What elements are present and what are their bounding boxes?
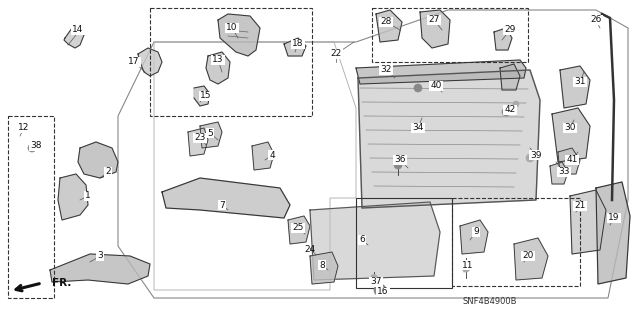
Text: 8: 8 xyxy=(319,261,325,270)
Text: 21: 21 xyxy=(574,202,586,211)
Bar xyxy=(356,198,452,288)
Text: 16: 16 xyxy=(377,287,388,296)
Polygon shape xyxy=(194,86,210,106)
Text: 6: 6 xyxy=(359,235,365,244)
Polygon shape xyxy=(162,178,290,218)
Text: SNF4B4900B: SNF4B4900B xyxy=(463,298,517,307)
Text: 40: 40 xyxy=(430,81,442,91)
Bar xyxy=(8,116,54,298)
Text: 7: 7 xyxy=(219,201,225,210)
Polygon shape xyxy=(206,52,230,84)
Bar xyxy=(452,198,580,286)
Polygon shape xyxy=(376,10,402,42)
Text: 42: 42 xyxy=(504,106,516,115)
Polygon shape xyxy=(218,14,260,56)
Circle shape xyxy=(374,284,386,296)
Text: 2: 2 xyxy=(105,167,111,176)
Polygon shape xyxy=(420,10,450,48)
Circle shape xyxy=(526,154,534,162)
Text: 33: 33 xyxy=(558,167,570,176)
Text: 19: 19 xyxy=(608,213,620,222)
Text: 9: 9 xyxy=(473,227,479,236)
Text: 28: 28 xyxy=(380,18,392,26)
Polygon shape xyxy=(252,142,274,170)
Polygon shape xyxy=(288,216,310,244)
Circle shape xyxy=(462,264,470,272)
Circle shape xyxy=(414,84,422,92)
Polygon shape xyxy=(310,252,338,284)
Polygon shape xyxy=(552,108,590,162)
Circle shape xyxy=(394,161,402,169)
Text: 15: 15 xyxy=(200,92,212,100)
Text: 24: 24 xyxy=(305,246,316,255)
Text: 39: 39 xyxy=(531,151,541,160)
Text: 32: 32 xyxy=(380,65,392,75)
Circle shape xyxy=(513,101,519,107)
Text: 31: 31 xyxy=(574,78,586,86)
Polygon shape xyxy=(356,60,526,84)
Text: 22: 22 xyxy=(330,49,342,58)
Text: 18: 18 xyxy=(292,40,304,48)
Text: 5: 5 xyxy=(207,129,213,137)
Text: 17: 17 xyxy=(128,57,140,66)
Text: 36: 36 xyxy=(394,155,406,165)
Bar xyxy=(150,8,312,116)
Polygon shape xyxy=(200,122,222,148)
Text: 13: 13 xyxy=(212,56,224,64)
Text: 4: 4 xyxy=(269,151,275,160)
Text: FR.: FR. xyxy=(52,278,72,288)
Polygon shape xyxy=(570,190,606,254)
Circle shape xyxy=(502,108,510,116)
Bar xyxy=(372,8,528,62)
Polygon shape xyxy=(460,220,488,254)
Polygon shape xyxy=(358,70,540,208)
Text: 29: 29 xyxy=(504,26,516,34)
Text: 11: 11 xyxy=(462,261,474,270)
Polygon shape xyxy=(500,64,520,90)
Text: 3: 3 xyxy=(97,251,103,261)
Polygon shape xyxy=(138,48,162,76)
Text: 23: 23 xyxy=(195,133,205,143)
Text: 20: 20 xyxy=(522,251,534,261)
Text: 25: 25 xyxy=(292,224,304,233)
Polygon shape xyxy=(558,148,580,174)
Polygon shape xyxy=(494,28,512,50)
Text: 30: 30 xyxy=(564,123,576,132)
Text: 12: 12 xyxy=(19,123,29,132)
Circle shape xyxy=(371,275,378,281)
Text: 37: 37 xyxy=(371,278,381,286)
Polygon shape xyxy=(50,254,150,284)
Text: 14: 14 xyxy=(72,26,84,34)
Text: 41: 41 xyxy=(566,155,578,165)
Text: 27: 27 xyxy=(428,16,440,25)
Polygon shape xyxy=(550,162,568,184)
Polygon shape xyxy=(514,238,548,280)
Text: 1: 1 xyxy=(85,191,91,201)
Polygon shape xyxy=(560,66,590,108)
Polygon shape xyxy=(310,202,440,280)
Polygon shape xyxy=(64,26,84,48)
Text: 10: 10 xyxy=(227,24,237,33)
Polygon shape xyxy=(78,142,118,178)
Polygon shape xyxy=(58,174,88,220)
Circle shape xyxy=(28,144,36,152)
Polygon shape xyxy=(284,38,306,56)
Text: 38: 38 xyxy=(30,142,42,151)
Text: 26: 26 xyxy=(590,16,602,25)
Text: 34: 34 xyxy=(412,123,424,132)
Polygon shape xyxy=(188,128,208,156)
Polygon shape xyxy=(596,182,630,284)
